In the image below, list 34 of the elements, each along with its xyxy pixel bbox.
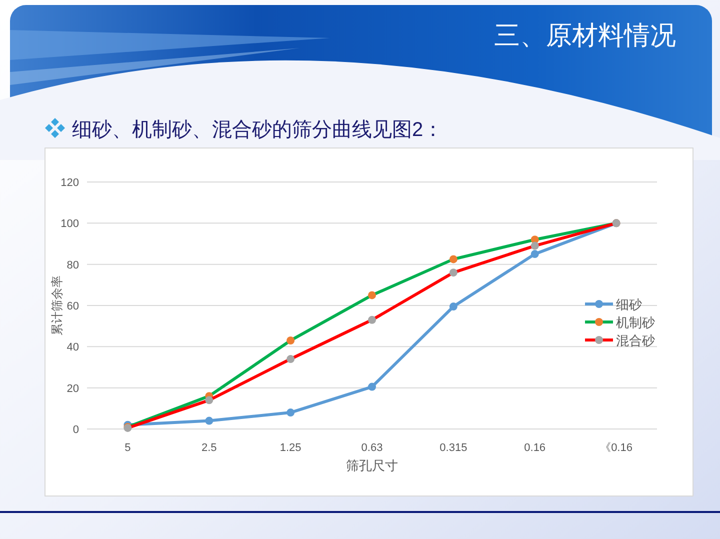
point — [286, 336, 295, 344]
point — [205, 416, 214, 425]
y-tick-label: 100 — [60, 218, 79, 230]
point — [449, 268, 458, 277]
y-tick-label: 60 — [66, 300, 79, 312]
chart-subtitle: 细砂、机制砂、混合砂的筛分曲线见图2： — [72, 119, 444, 141]
point — [286, 355, 295, 364]
point — [286, 408, 295, 417]
y-tick-label: 20 — [66, 382, 79, 395]
y-tick-label: 0 — [72, 424, 79, 436]
y-tick-label: 80 — [66, 259, 79, 272]
x-tick-label: 0.63 — [361, 442, 383, 454]
x-tick-label: 5 — [124, 442, 131, 454]
point — [449, 255, 458, 264]
x-tick-label: 2.5 — [201, 442, 217, 454]
chart-title: 三、原材料情况 — [494, 20, 676, 50]
point — [530, 242, 539, 250]
legend-label: 机制砂 — [616, 315, 655, 330]
y-tick-label: 120 — [60, 177, 79, 189]
point — [368, 316, 376, 324]
point — [530, 250, 539, 258]
y-tick-label: 40 — [66, 342, 79, 354]
point — [368, 382, 376, 391]
x-axis-title: 筛孔尺寸 — [346, 458, 398, 473]
point — [205, 396, 214, 404]
x-tick-label: 0.315 — [440, 442, 468, 454]
y-axis-title: 累计筛余率 — [50, 276, 64, 336]
point — [368, 291, 376, 300]
point — [449, 302, 458, 311]
x-tick-label: 《0.16 — [600, 442, 632, 454]
x-tick-label: 1.25 — [280, 442, 302, 454]
legend-label: 细砂 — [616, 297, 642, 312]
legend-label: 混合砂 — [616, 333, 655, 348]
x-tick-label: 0.16 — [524, 442, 546, 454]
